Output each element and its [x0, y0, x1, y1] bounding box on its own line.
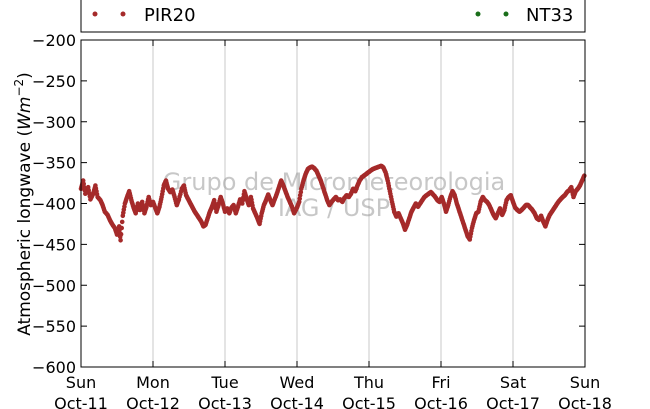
watermark-line-1: Grupo de Micrometeorologia [163, 168, 505, 196]
x-tick-date-7: Oct-18 [558, 394, 612, 409]
x-tick-day-2: Tue [210, 373, 238, 392]
x-tick-day-1: Mon [136, 373, 170, 392]
y-axis-label-text: Atmospheric longwave ( [15, 130, 35, 336]
x-tick-day-0: Sun [66, 373, 96, 392]
x-tick-date-3: Oct-14 [270, 394, 324, 409]
y-axis-label-exponent: −2 [12, 79, 26, 97]
series-pir20-points [78, 163, 587, 243]
y-tick-label-8: −600 [32, 358, 76, 377]
y-tick-label-5: −450 [32, 235, 76, 254]
x-tick-date-2: Oct-13 [198, 394, 252, 409]
data-point [119, 225, 124, 231]
y-axis: −200 −250 −300 −350 −400 −450 −500 −550 −600 [32, 31, 585, 377]
y-tick-label-0: −200 [32, 31, 76, 50]
y-tick-label-7: −550 [32, 317, 76, 336]
y-tick-label-2: −300 [32, 113, 76, 132]
x-tick-day-5: Fri [431, 373, 450, 392]
legend: PIR20 NT33 [80, 0, 586, 33]
x-axis: Sun Oct-11 Mon Oct-12 Tue Oct-13 Wed Oct-14 Thu O… [54, 40, 612, 409]
y-tick-label-3: −350 [32, 154, 76, 173]
x-tick-date-6: Oct-17 [486, 394, 540, 409]
data-point [582, 173, 587, 178]
x-tick-date-1: Oct-12 [126, 394, 180, 409]
legend-marker-nt33-b [503, 11, 509, 17]
x-tick-day-6: Sat [500, 373, 526, 392]
legend-marker-pir20-a [92, 11, 98, 17]
y-axis-label-unit: Wm [15, 97, 35, 130]
y-tick-label-1: −250 [32, 72, 76, 91]
y-axis-label: Atmospheric longwave (Wm−2) [12, 72, 35, 336]
y-tick-label-4: −400 [32, 195, 76, 214]
legend-label-nt33: NT33 [526, 5, 573, 26]
legend-marker-pir20-b [120, 11, 126, 17]
legend-box [80, 0, 586, 33]
x-tick-day-3: Wed [280, 373, 315, 392]
data-point [119, 219, 125, 225]
data-point [118, 231, 124, 237]
data-point [118, 238, 123, 243]
x-tick-day-7: Sun [570, 373, 600, 392]
x-tick-date-5: Oct-16 [414, 394, 468, 409]
x-tick-date-4: Oct-15 [342, 394, 396, 409]
legend-label-pir20: PIR20 [144, 5, 196, 26]
y-axis-label-close: ) [15, 72, 35, 79]
x-tick-day-4: Thu [353, 373, 384, 392]
legend-marker-nt33-a [475, 11, 481, 17]
y-tick-label-6: −500 [32, 276, 76, 295]
x-tick-date-0: Oct-11 [54, 394, 108, 409]
